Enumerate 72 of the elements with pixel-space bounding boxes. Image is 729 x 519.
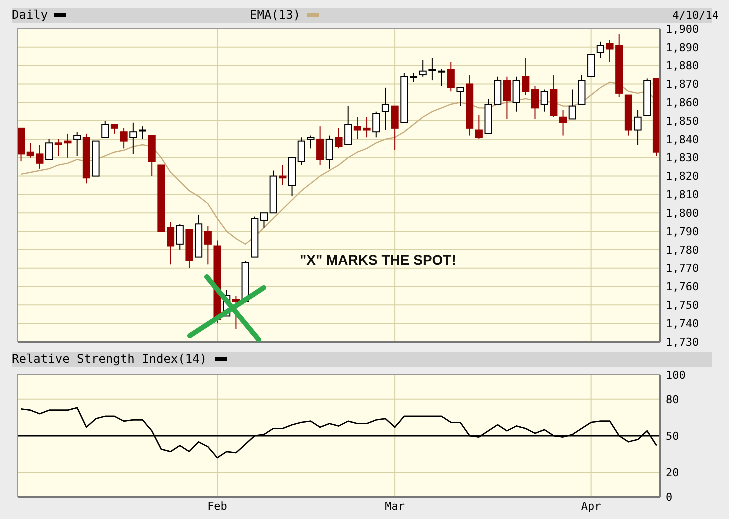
- candlestick: [326, 135, 334, 170]
- candlestick: [316, 126, 324, 166]
- candlestick: [204, 226, 212, 266]
- text: 4/10/14: [672, 9, 720, 22]
- y-tick-label: 1,780: [666, 244, 700, 257]
- candlestick: [120, 128, 128, 150]
- candlestick: [382, 87, 390, 131]
- y-tick-label: 20: [666, 466, 680, 480]
- candlestick: [391, 106, 399, 152]
- x-tick-label: Feb: [208, 500, 228, 513]
- legend-label: Relative Strength Index(14): [12, 352, 208, 366]
- y-tick-label: 1,900: [666, 22, 700, 36]
- y-tick-label: 1,870: [666, 78, 700, 92]
- candlestick: [167, 222, 175, 266]
- x-tick-label: Apr: [581, 500, 602, 513]
- candlestick: [456, 87, 464, 107]
- candlestick: [428, 58, 436, 82]
- y-tick-label: 1,860: [666, 96, 700, 110]
- candlestick: [335, 128, 343, 150]
- candlestick: [447, 62, 455, 92]
- annotation: "X" MARKS THE SPOT!: [300, 252, 456, 268]
- candlestick: [102, 120, 110, 138]
- y-tick-label: 1,820: [666, 170, 700, 184]
- y-tick-label: 0: [666, 490, 673, 504]
- candlestick: [372, 111, 380, 138]
- y-tick-label: 1,830: [666, 152, 700, 165]
- y-tick-label: 1,750: [666, 299, 700, 312]
- candlestick: [260, 212, 268, 228]
- candlestick: [475, 115, 483, 140]
- candlestick: [130, 122, 138, 155]
- candlestick: [410, 72, 418, 83]
- candlestick: [568, 89, 576, 120]
- candlestick: [634, 110, 642, 146]
- y-tick-label: 1,890: [666, 41, 700, 54]
- y-tick-label: 1,770: [666, 262, 700, 276]
- candlestick: [531, 86, 540, 120]
- y-tick-label: 1,840: [666, 133, 700, 146]
- candlestick: [176, 224, 184, 250]
- candlestick: [540, 89, 548, 112]
- y-tick-label: 1,790: [666, 225, 700, 238]
- candlestick: [279, 164, 287, 186]
- y-tick-label: 100: [666, 368, 686, 382]
- candlestick: [298, 137, 306, 166]
- y-tick-label: 1,760: [666, 280, 700, 294]
- candlestick: [419, 60, 427, 78]
- y-tick-label: 1,880: [666, 60, 700, 73]
- candlestick: [438, 69, 446, 87]
- chart-title: Daily: [12, 8, 48, 22]
- y-tick-label: 50: [666, 430, 680, 443]
- candlestick: [74, 132, 82, 157]
- candlestick: [596, 41, 604, 59]
- y-tick-label: 80: [666, 393, 680, 406]
- candlestick: [503, 76, 511, 120]
- x-tick-label: Mar: [385, 500, 406, 513]
- candlestick: [578, 74, 586, 105]
- y-tick-label: 1,810: [666, 188, 700, 202]
- candlestick: [512, 76, 520, 112]
- candlestick: [363, 116, 371, 138]
- candlestick: [354, 116, 362, 140]
- candlestick: [138, 126, 147, 140]
- candlestick: [307, 135, 315, 150]
- y-tick-label: 1,730: [666, 336, 700, 349]
- y-tick-label: 1,800: [666, 206, 700, 220]
- y-tick-label: 1,740: [666, 317, 700, 330]
- candlestick: [522, 58, 530, 96]
- legend-label: EMA(13): [250, 8, 301, 22]
- candlestick: [588, 54, 596, 78]
- candlestick: [560, 110, 568, 136]
- candlestick: [46, 138, 54, 160]
- candlestick: [344, 106, 352, 146]
- y-tick-label: 1,850: [666, 114, 700, 128]
- candlestick: [110, 124, 118, 134]
